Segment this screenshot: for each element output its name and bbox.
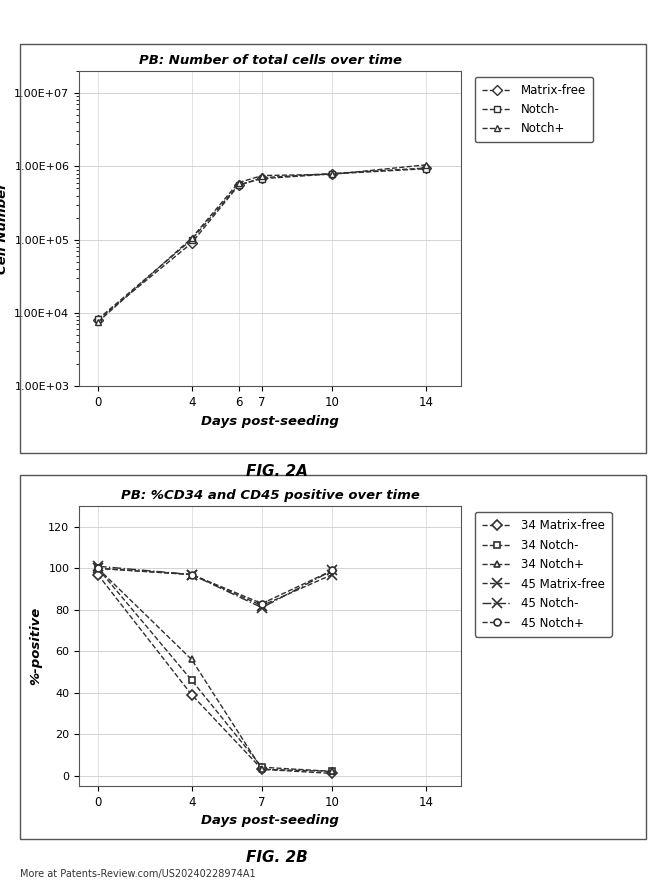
- 34 Matrix-free: [328, 768, 336, 779]
- Notch-: [235, 179, 243, 190]
- Legend: 34 Matrix-free, 34 Notch-, 34 Notch+, 45 Matrix-free, 45 Notch-, 45 Notch+: 34 Matrix-free, 34 Notch-, 34 Notch+, 45…: [475, 512, 612, 637]
- Text: FIG. 2B: FIG. 2B: [246, 850, 308, 865]
- 34 Notch-: [258, 762, 266, 773]
- 34 Matrix-free: [188, 689, 196, 700]
- Notch-: [422, 163, 430, 174]
- 45 Matrix-free: [258, 600, 266, 611]
- 45 Notch-: [188, 569, 196, 580]
- 45 Notch-: [258, 602, 266, 613]
- Line: 45 Notch-: 45 Notch-: [93, 561, 337, 613]
- Notch+: [188, 233, 196, 243]
- Matrix-free: [94, 314, 101, 325]
- 34 Notch+: [94, 563, 101, 574]
- 34 Notch-: [328, 766, 336, 777]
- Line: 45 Notch+: 45 Notch+: [94, 565, 336, 607]
- 45 Matrix-free: [94, 563, 101, 574]
- Line: Notch-: Notch-: [94, 165, 430, 322]
- Line: Notch+: Notch+: [94, 162, 430, 326]
- 45 Matrix-free: [188, 569, 196, 580]
- 45 Notch+: [188, 569, 196, 580]
- Y-axis label: Cell Number: Cell Number: [0, 183, 9, 274]
- Matrix-free: [188, 238, 196, 249]
- Notch-: [328, 169, 336, 179]
- 34 Matrix-free: [94, 569, 101, 580]
- 45 Notch+: [328, 565, 336, 575]
- Matrix-free: [235, 180, 243, 191]
- 45 Notch+: [94, 563, 101, 574]
- Notch+: [258, 170, 266, 181]
- Title: PB: Number of total cells over time: PB: Number of total cells over time: [138, 54, 402, 67]
- 34 Notch+: [188, 654, 196, 665]
- Notch+: [94, 317, 101, 328]
- 45 Notch-: [94, 561, 101, 572]
- 34 Matrix-free: [258, 764, 266, 774]
- 34 Notch+: [258, 764, 266, 774]
- Text: More at Patents-Review.com/US20240228974A1: More at Patents-Review.com/US20240228974…: [20, 869, 256, 879]
- Text: FIG. 2A: FIG. 2A: [246, 464, 308, 479]
- X-axis label: Days post-seeding: Days post-seeding: [201, 814, 339, 827]
- Matrix-free: [422, 163, 430, 173]
- Line: 45 Matrix-free: 45 Matrix-free: [93, 564, 337, 610]
- Notch+: [235, 178, 243, 188]
- Line: 34 Notch-: 34 Notch-: [94, 565, 336, 775]
- Line: 34 Notch+: 34 Notch+: [94, 565, 336, 775]
- Notch-: [188, 234, 196, 245]
- Notch-: [258, 173, 266, 184]
- Matrix-free: [258, 172, 266, 183]
- 45 Notch-: [328, 565, 336, 575]
- Matrix-free: [328, 168, 336, 178]
- X-axis label: Days post-seeding: Days post-seeding: [201, 415, 339, 427]
- Notch+: [422, 160, 430, 170]
- 34 Notch-: [94, 563, 101, 574]
- Line: Matrix-free: Matrix-free: [94, 164, 430, 323]
- 45 Matrix-free: [328, 569, 336, 580]
- Title: PB: %CD34 and CD45 positive over time: PB: %CD34 and CD45 positive over time: [121, 489, 420, 503]
- Notch-: [94, 314, 101, 325]
- 34 Notch+: [328, 766, 336, 777]
- 45 Notch+: [258, 599, 266, 609]
- Notch+: [328, 169, 336, 179]
- 34 Notch-: [188, 675, 196, 686]
- Line: 34 Matrix-free: 34 Matrix-free: [94, 571, 336, 777]
- Legend: Matrix-free, Notch-, Notch+: Matrix-free, Notch-, Notch+: [475, 77, 593, 142]
- Y-axis label: %-positive: %-positive: [30, 607, 43, 686]
